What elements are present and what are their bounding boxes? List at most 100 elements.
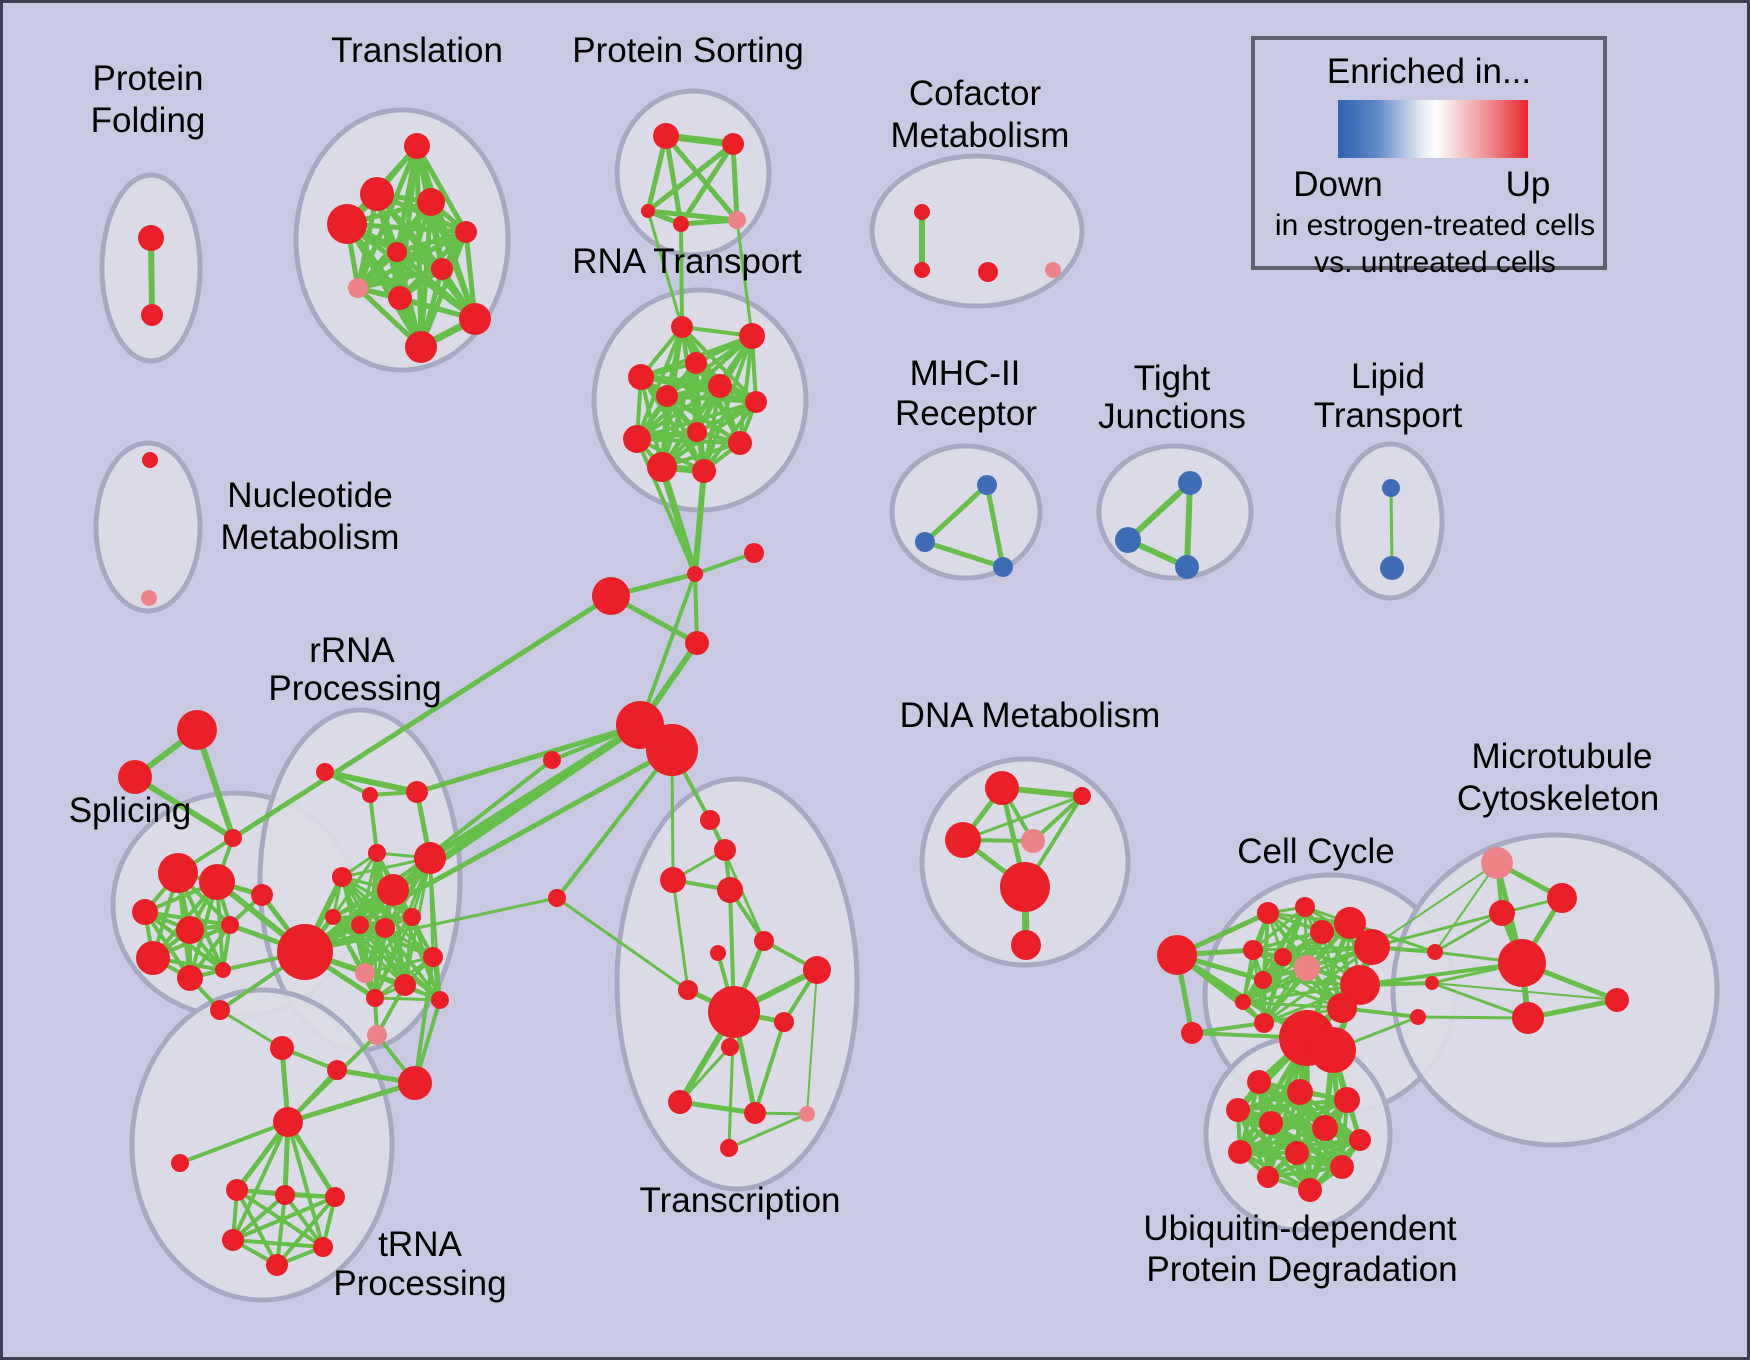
node-tr7 [431,258,453,280]
cluster-label-rna-transport-0: RNA Transport [572,242,802,281]
edge-tc12-tc13 [677,1099,758,1116]
node-lp2 [1380,556,1404,580]
edge-lp1-lp2 [1389,486,1394,570]
node-tr8 [348,278,368,298]
node-rn5 [656,385,678,407]
node-u10 [1330,1155,1354,1179]
cluster-label-cofactor-metabolism-0: Cofactor [909,74,1042,113]
cluster-label-cell-cycle-0: Cell Cycle [1237,832,1395,871]
edge-tn4-tn5 [231,1195,337,1242]
node-u1 [1247,1070,1271,1094]
node-u7 [1349,1129,1371,1151]
edge-tn2-tn7 [235,1188,279,1267]
node-dn6 [1011,930,1041,960]
node-s4 [176,916,204,944]
edge-rn12-ch1 [692,468,707,577]
node-rn9 [687,422,707,442]
edge-rn7-rn8 [635,400,758,441]
node-tc8 [678,980,698,1000]
node-rn6 [708,374,732,398]
node-c2 [1181,1022,1203,1044]
edge-mh1-mh2 [922,482,990,545]
edge-c11-mt4 [1358,961,1524,987]
cluster-label-rrna-processing-0: rRNA [309,631,395,670]
node-rn10 [728,431,752,455]
node-tc9 [708,986,760,1038]
edge-mh2-mh3 [922,539,1006,570]
edge-tn0-tn1 [178,1120,290,1165]
edge-ps4-ps5 [678,217,740,227]
cluster-ellipse-microtubule-cytoskeleton [1390,832,1720,1148]
node-dn3 [945,822,981,858]
cluster-label-dna-metabolism-0: DNA Metabolism [900,696,1161,735]
edge-rr2-rr4 [368,793,379,855]
edge-c10-c15 [1262,945,1374,1025]
node-tn7 [266,1254,288,1276]
node-tj1 [1178,471,1202,495]
node-mt2 [1547,883,1577,913]
legend-caption-line1: in estrogen-treated cells [1275,209,1595,242]
cluster-label-translation-0: Translation [331,31,503,70]
node-mt4 [1498,939,1546,987]
cluster-label-nucleotide-metabolism-1: Metabolism [221,518,400,557]
edge-rn4-rn11 [639,375,664,469]
node-dn1 [985,771,1019,805]
node-cf1 [914,204,930,220]
edge-ps4-rn1 [679,222,684,329]
edge-rn8-ch1 [635,437,697,576]
edge-rr5-mg1 [427,722,643,861]
node-rr16 [355,963,375,983]
edge-ps2-ps3 [645,141,736,214]
node-u6 [1312,1115,1338,1141]
node-mh2 [915,532,935,552]
node-tc13 [744,1102,766,1124]
cluster-ellipse-cofactor-metabolism [869,153,1085,309]
node-s7 [177,965,203,991]
node-c14 [1235,994,1251,1010]
node-tr9 [388,286,412,310]
node-rr11 [403,908,421,926]
cluster-ellipse-tight-junctions [1096,443,1254,581]
edge-rr10-rr14 [373,926,387,1000]
cluster-label-protein-folding-0: Protein [93,59,204,98]
node-tc4 [717,877,743,903]
node-ps2 [722,133,744,155]
node-ch1 [687,566,703,582]
node-c13 [1254,971,1272,989]
edge-tj1-tj2 [1125,480,1193,543]
node-tc7 [803,956,831,984]
cluster-label-splicing-0: Splicing [69,791,192,830]
node-st1 [177,710,217,750]
cluster-label-tight-junctions-1: Junctions [1098,397,1246,436]
node-tr3 [417,188,445,216]
cluster-label-lipid-transport-0: Lipid [1351,357,1425,396]
edge-ps3-ps5 [645,208,740,223]
node-tx1 [543,751,561,769]
node-tr4 [327,204,367,244]
edge-rr12-rr18 [413,955,435,1085]
edge-rr11-rr16 [363,915,414,975]
node-rr3 [406,781,428,803]
node-c12 [1327,993,1357,1023]
node-rr4 [368,844,386,862]
node-rr6 [332,867,352,887]
edge-u10-u11 [1266,1165,1344,1179]
node-s6 [136,941,170,975]
node-tc10 [774,1012,794,1032]
edge-mg2-rh0 [302,747,675,955]
edge-tc7-tc14 [806,969,818,1115]
cluster-label-cofactor-metabolism-1: Metabolism [891,116,1070,155]
node-tc3 [660,867,686,893]
edge-tc14-tc15 [727,1112,809,1150]
edge-rr1-rr3 [322,769,420,795]
node-pf2 [141,304,163,326]
node-c7 [1294,955,1320,981]
node-ch3 [592,577,630,615]
node-u5 [1259,1111,1283,1135]
node-c5 [1243,940,1263,960]
edge-tr1-tr5 [414,143,469,235]
edge-ch1-ch2 [693,551,756,576]
